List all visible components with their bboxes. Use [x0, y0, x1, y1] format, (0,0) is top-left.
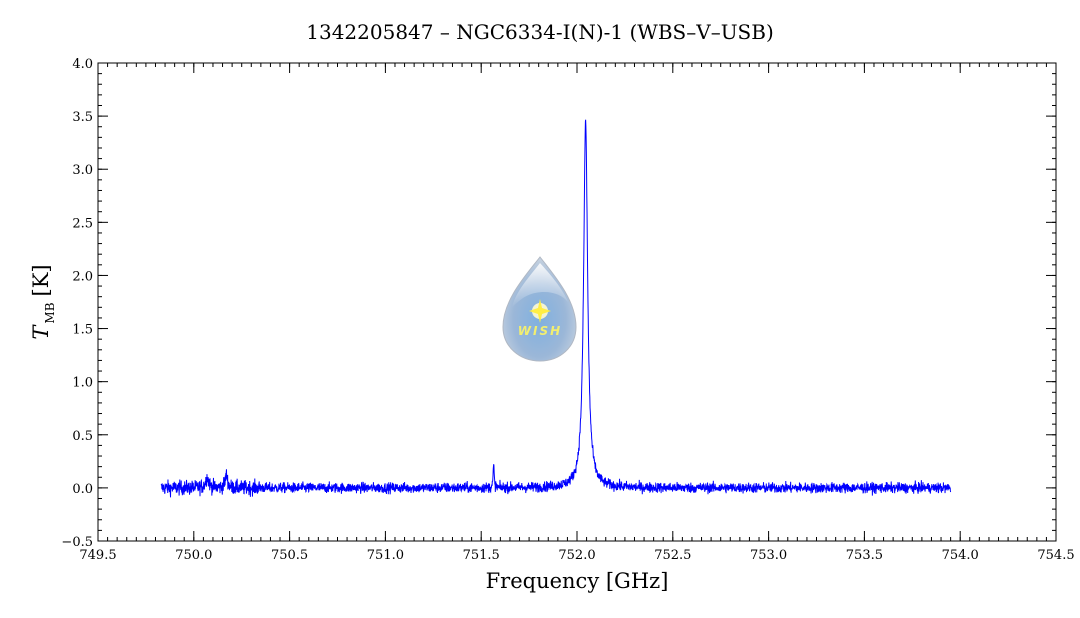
x-tick-label: 751.5 [463, 548, 500, 563]
x-tick-label: 750.0 [175, 548, 212, 563]
y-axis-label-sub: MB [43, 302, 57, 323]
x-tick-label: 749.5 [79, 548, 116, 563]
wish-logo: WISH [502, 256, 577, 362]
wish-logo-text: WISH [518, 324, 562, 338]
x-tick-label: 751.0 [367, 548, 404, 563]
y-tick-label: 0.5 [72, 429, 93, 444]
plot-frame [97, 62, 1057, 542]
chart-title: 1342205847 – NGC6334-I(N)-1 (WBS–V–USB) [306, 20, 774, 44]
x-tick-label: 753.0 [750, 548, 787, 563]
x-tick-label: 753.5 [846, 548, 883, 563]
x-tick-label: 752.5 [654, 548, 691, 563]
y-tick-label: −0.5 [61, 535, 93, 550]
y-tick-label: 2.5 [72, 216, 93, 231]
y-tick-label: 3.5 [72, 110, 93, 125]
y-tick-label: 2.0 [72, 269, 93, 284]
x-tick-label: 750.5 [271, 548, 308, 563]
y-tick-label: 4.0 [72, 57, 93, 72]
y-axis-label-main: T [29, 324, 53, 340]
x-tick-label: 754.5 [1037, 548, 1074, 563]
y-tick-label: 1.0 [72, 376, 93, 391]
y-tick-label: 1.5 [72, 323, 93, 338]
y-axis-label-unit: [K] [29, 264, 53, 296]
y-axis-label: TMB [K] [29, 264, 57, 339]
axes: 749.5 750.0 750.5 751.0 751.5 752.0 752.5 753.0… [61, 57, 1074, 563]
spectrum-series-line [160, 119, 952, 498]
y-tick-label: 0.0 [72, 482, 93, 497]
y-tick-label: 3.0 [72, 163, 93, 178]
x-tick-label: 754.0 [942, 548, 979, 563]
x-tick-label: 752.0 [558, 548, 595, 563]
x-axis-label: Frequency [GHz] [486, 569, 669, 593]
